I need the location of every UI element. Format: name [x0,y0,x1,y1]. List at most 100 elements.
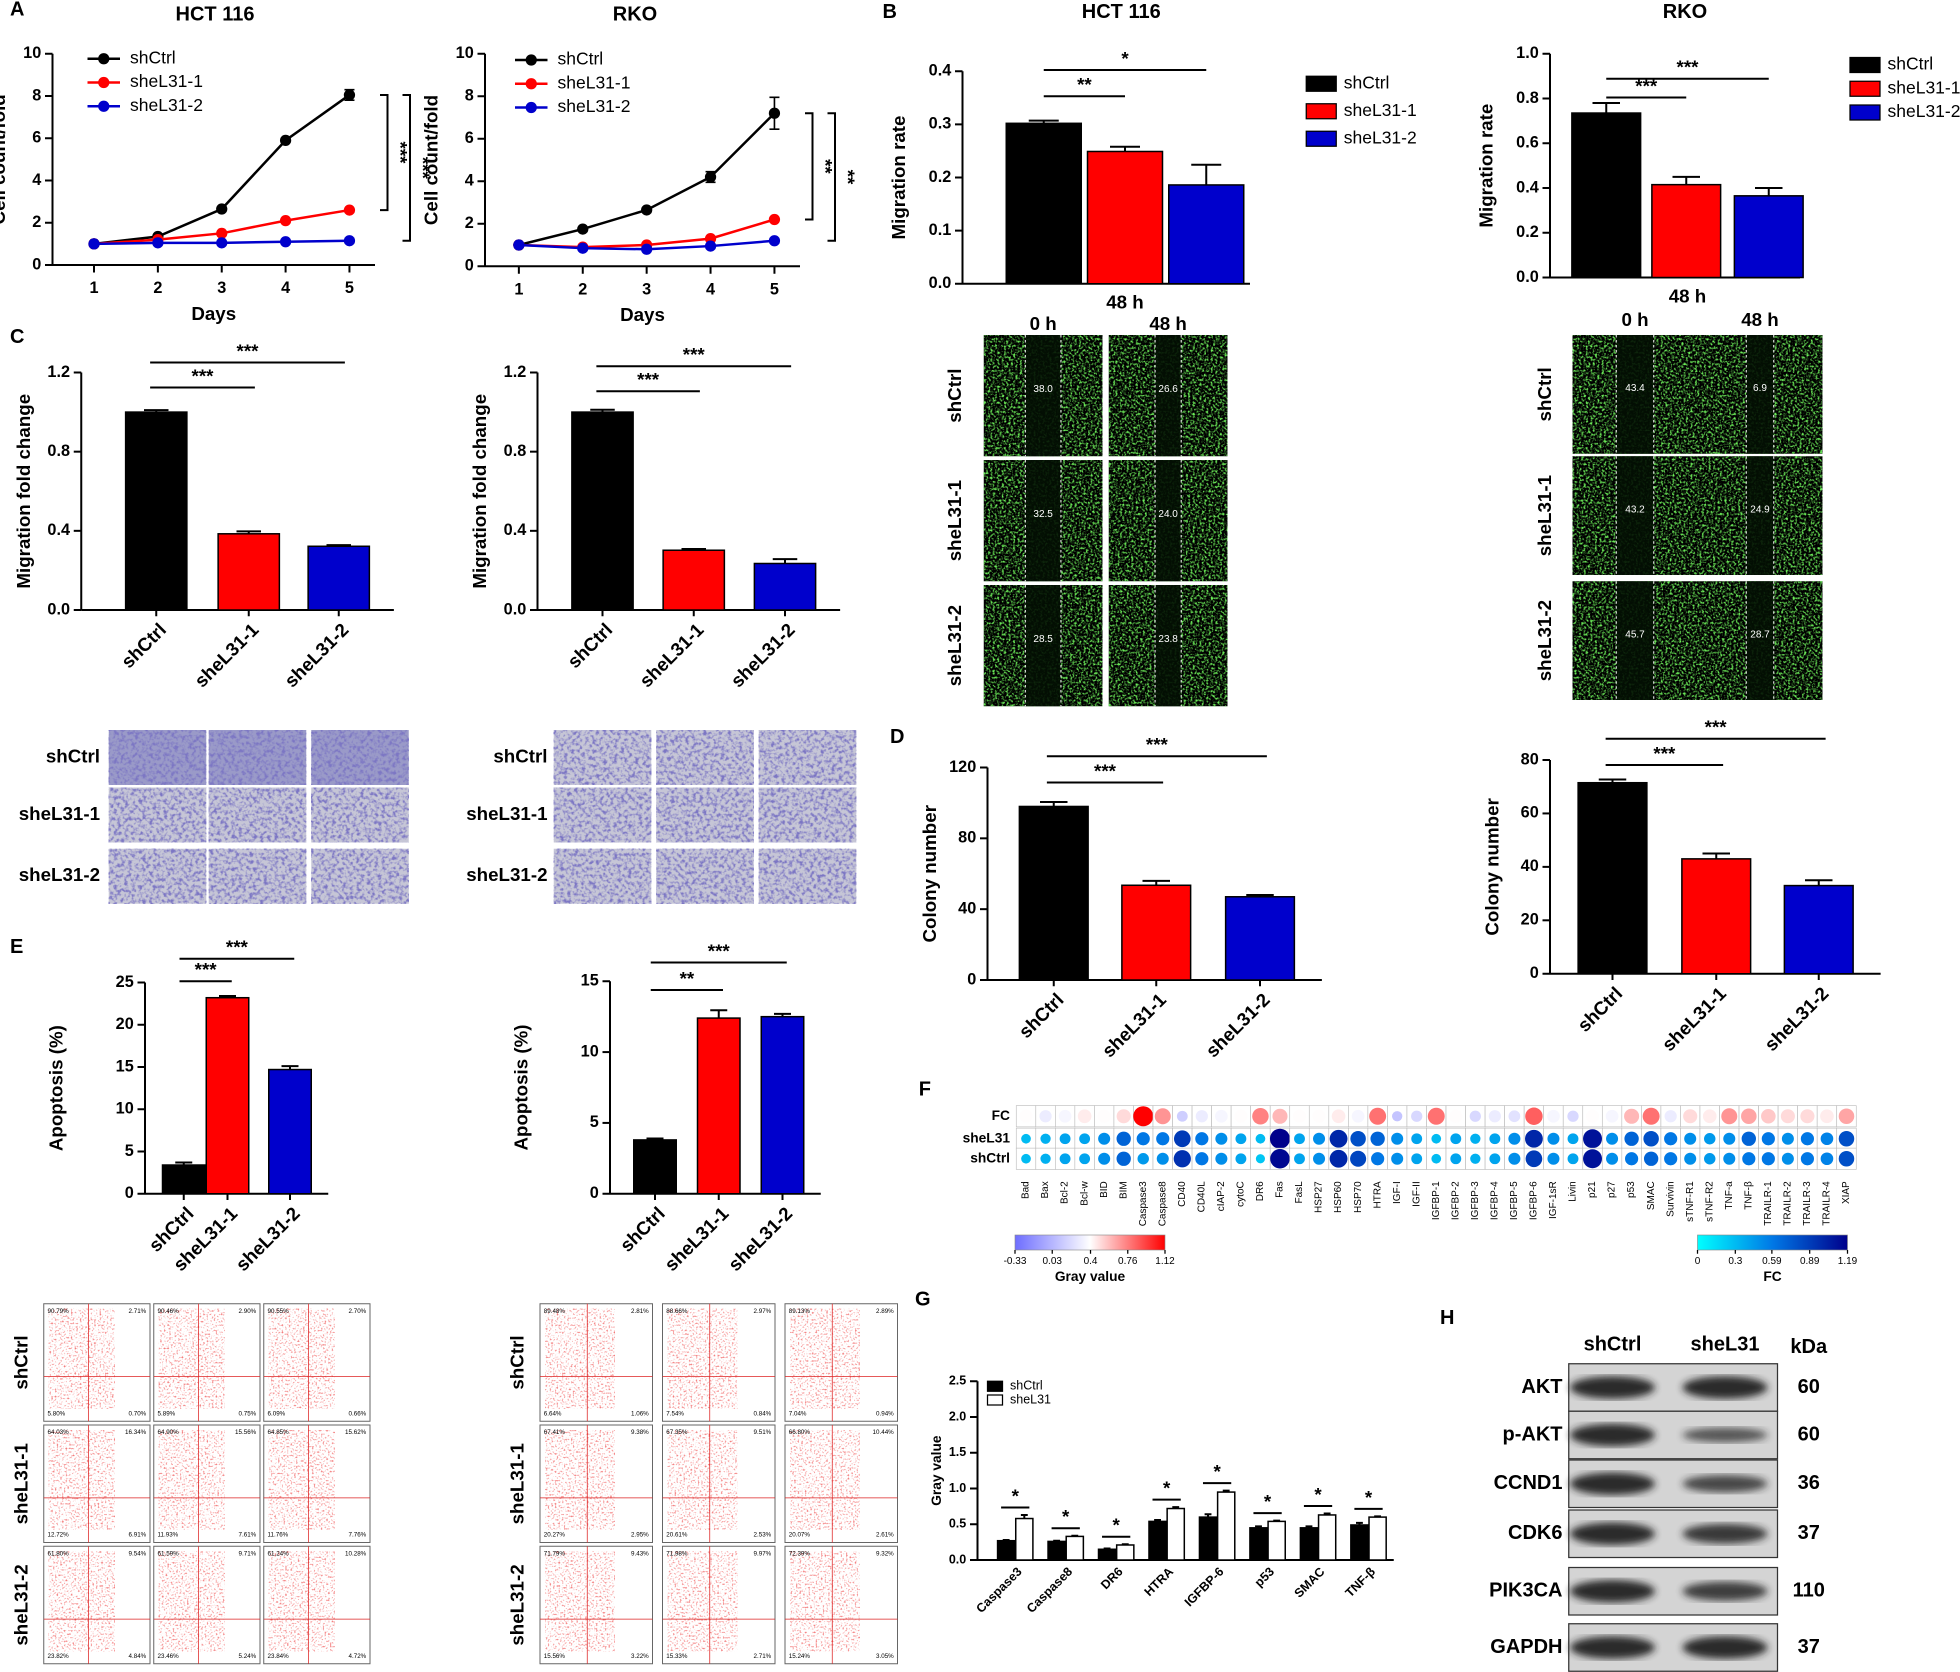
quadrant-percent: 15.62% [345,1429,367,1436]
quadrant-percent: 12.72% [48,1532,70,1539]
wound-edge [1024,585,1062,707]
quadrant-percent: 16.34% [125,1429,147,1436]
bar [1014,1517,1034,1561]
quadrant-percent: 90.79% [48,1308,70,1315]
significance-label: * [1314,1484,1322,1505]
dot [1761,1152,1775,1166]
dot [1606,1132,1619,1145]
dot [1411,1153,1423,1165]
dot [1195,1110,1208,1123]
y-axis-label: Migration rate [1475,104,1496,228]
quadrant-percent: 67.41% [544,1429,566,1436]
legend-label: sheL31-2 [558,96,631,116]
stained-cells [208,848,307,904]
row-label: shCtrl [493,745,547,766]
column-label: IGFBP-6 [1529,1181,1540,1220]
x-tick-label: 2 [153,279,162,297]
bar [268,1068,312,1195]
x-tick-label: sheL31-2 [1201,989,1273,1061]
blot-band [1682,1376,1768,1399]
quadrant-percent: 89.13% [789,1308,811,1315]
bar [1005,122,1082,285]
protein-label: CCND1 [1494,1472,1563,1494]
row-label: shCtrl [507,1335,528,1389]
panel-letter: E [10,936,23,958]
y-tick-label: 5 [125,1142,134,1160]
dot [1427,1107,1445,1125]
legend-marker [98,76,110,89]
quadrant-gate [785,1303,898,1422]
dot [1116,1151,1131,1166]
gap-width-label: 26.6 [1158,384,1178,395]
data-point [768,213,781,226]
y-tick-label: 80 [958,829,976,847]
gap-width-label: 45.7 [1625,629,1645,640]
error-bar [1121,1543,1129,1546]
series-line [93,93,351,246]
events [268,1430,335,1530]
y-tick-label: 60 [1521,804,1539,822]
y-tick-label: 0.4 [47,521,70,539]
wound-gap [1155,460,1182,582]
column-label: HSP27 [1314,1181,1325,1213]
y-tick-label: 0 [32,255,41,273]
bar [1350,1524,1369,1561]
column-label: Caspase8 [1157,1181,1168,1226]
row-label: shCtrl [944,369,965,423]
x-tick-label: sheL31-1 [190,619,262,691]
blot-band [1682,1636,1768,1659]
row-label: sheL31-1 [19,803,100,824]
dot [1723,1132,1736,1145]
bar [1249,1527,1268,1561]
events [48,1308,115,1409]
data-point [279,236,292,248]
y-tick-label: 15 [116,1057,134,1075]
panel-letter: A [10,0,24,20]
significance-bracket [380,93,389,212]
error-bar [1071,1534,1079,1537]
dot [1154,1108,1171,1125]
y-tick-label: 2.5 [949,1374,966,1388]
bar [217,533,281,611]
bar [1733,195,1804,279]
x-tick-label: HTRA [1142,1565,1176,1599]
dot [1176,1110,1188,1122]
legend-label: sheL31-1 [1888,77,1960,97]
dot [1820,1109,1834,1124]
column-label: HSP70 [1353,1181,1364,1213]
quadrant-percent: 5.89% [158,1410,176,1417]
bar [1166,1507,1186,1561]
bar [1047,1540,1066,1561]
dot [1079,1133,1091,1145]
dot [1235,1133,1247,1145]
blot-band [1682,1427,1768,1443]
dot [1820,1152,1834,1166]
dot [1489,1153,1501,1165]
stained-cells [656,730,754,785]
kda-label: 60 [1798,1423,1820,1445]
column-label: Bcl-2 [1060,1181,1071,1204]
error-bar [681,548,706,551]
error-bar [1191,163,1222,185]
dot [1039,1110,1052,1123]
quadrant-percent: 64.85% [268,1429,290,1436]
dot [1684,1152,1697,1165]
column-label: BID [1099,1181,1110,1198]
y-tick-label: 1.2 [47,363,70,381]
dot [1021,1153,1031,1164]
stained-cells [108,848,207,904]
quadrant-percent: 9.97% [754,1550,772,1557]
dot [1292,1109,1307,1123]
colorbar [1697,1234,1848,1251]
dot [1643,1151,1659,1166]
x-tick-label: sheL31-1 [660,1203,732,1275]
quadrant-percent: 5.80% [48,1410,66,1417]
column-label: cIAP-2 [1216,1181,1227,1211]
stained-cells [553,787,652,843]
quadrant-percent: 2.70% [349,1308,367,1315]
quadrant-percent: 7.54% [666,1410,684,1417]
data-point [577,242,589,254]
blot-band [1570,1636,1655,1659]
dot [1059,1133,1071,1145]
x-tick-label: 2 [578,280,587,298]
